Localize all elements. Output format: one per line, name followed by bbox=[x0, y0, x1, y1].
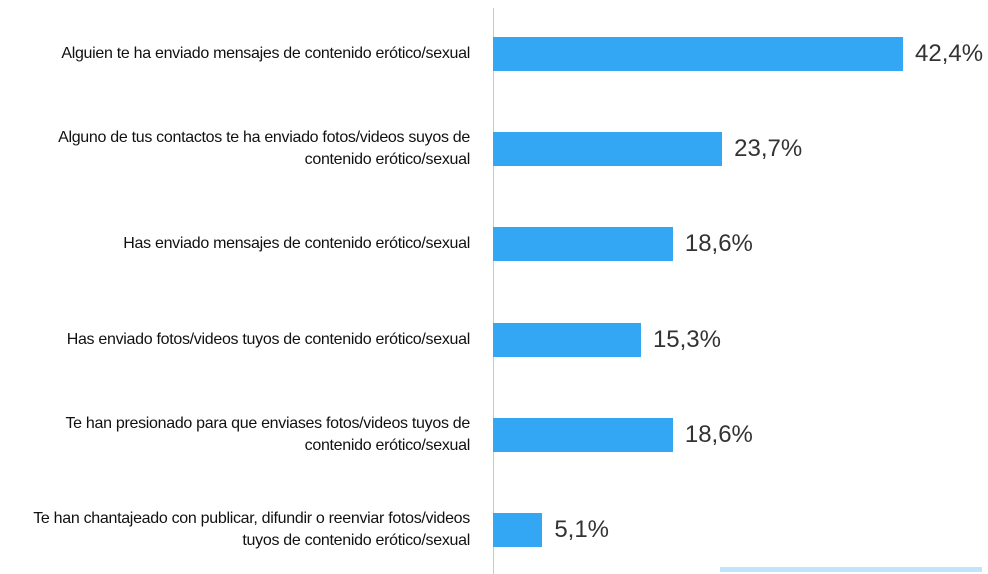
value-label: 18,6% bbox=[684, 230, 753, 258]
decoration bbox=[720, 567, 982, 572]
value-label: 15,3% bbox=[652, 325, 721, 353]
category-label: Te han chantajeado con publicar, difundi… bbox=[33, 510, 470, 549]
axis-line bbox=[493, 8, 494, 574]
value-label: 18,6% bbox=[684, 420, 753, 448]
category-label: Has enviado fotos/videos tuyos de conten… bbox=[66, 330, 471, 348]
bar bbox=[493, 322, 641, 357]
bar bbox=[493, 132, 723, 167]
bar bbox=[493, 37, 903, 71]
value-label: 42,4% bbox=[915, 40, 984, 67]
value-label: 23,7% bbox=[734, 135, 803, 163]
category-label: Te han presionado para que enviases foto… bbox=[65, 414, 470, 454]
category-label: Has enviado mensajes de contenido erótic… bbox=[123, 235, 470, 253]
category-label: Alguien te ha enviado mensajes de conten… bbox=[61, 45, 470, 62]
value-label: 5,1% bbox=[554, 516, 610, 543]
category-label: Alguno de tus contactos te ha enviado fo… bbox=[58, 129, 470, 169]
bar bbox=[493, 227, 673, 262]
bar bbox=[493, 417, 673, 452]
bar bbox=[493, 513, 543, 547]
